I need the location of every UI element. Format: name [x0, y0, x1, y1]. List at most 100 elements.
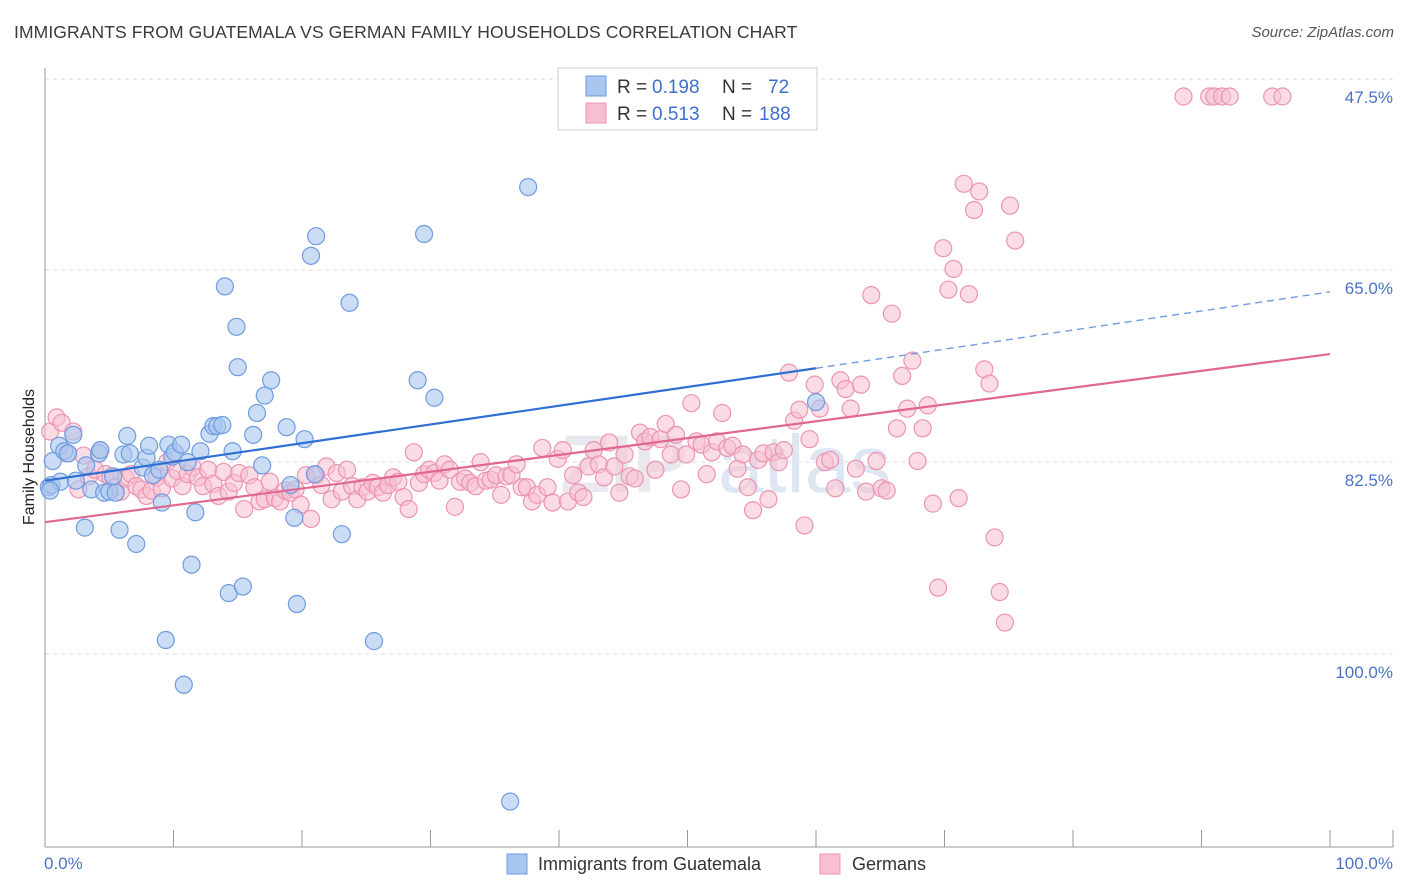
- germans-point: [651, 430, 670, 449]
- germans-point: [625, 469, 644, 488]
- source-label: Source: ZipAtlas.com: [1251, 24, 1394, 41]
- germans-point: [954, 174, 973, 193]
- germans-point: [646, 460, 665, 479]
- germans-point: [1220, 87, 1239, 106]
- germans-point: [995, 613, 1014, 632]
- germans-point: [507, 455, 526, 474]
- germans-point: [445, 497, 465, 516]
- legend-r-value-1: 0.198: [652, 77, 700, 98]
- legend-n-value-2: 188: [759, 104, 791, 125]
- germans-point: [970, 182, 989, 201]
- germans-point: [697, 465, 716, 484]
- germans-point: [738, 478, 757, 497]
- guatemala-point: [59, 444, 78, 463]
- legend-swatch-germans: [585, 102, 607, 124]
- y-tick-label: 82.5%: [1345, 471, 1393, 490]
- stats-legend: R = 0.198 N = 72 R = 0.513 N = 188: [557, 67, 818, 131]
- germans-point: [821, 450, 840, 470]
- bottom-legend-label-guatemala: Immigrants from Guatemala: [538, 854, 762, 874]
- guatemala-point: [75, 518, 94, 537]
- chart-title: IMMIGRANTS FROM GUATEMALA VS GERMAN FAMI…: [14, 22, 798, 42]
- germans-point: [301, 509, 321, 528]
- guatemala-point: [213, 415, 232, 435]
- guatemala-point: [414, 224, 434, 244]
- guatemala-point: [307, 227, 326, 246]
- guatemala-point: [806, 393, 826, 412]
- germans-point: [1006, 231, 1025, 250]
- germans-point: [1000, 196, 1020, 215]
- guatemala-point: [106, 483, 125, 502]
- legend-n-label-2: N =: [722, 104, 752, 125]
- germans-point: [615, 445, 634, 464]
- germans-point: [733, 445, 752, 464]
- guatemala-point: [340, 293, 359, 312]
- bottom-legend-swatch-germans: [819, 853, 841, 875]
- legend-r-label-2: R =: [617, 104, 647, 125]
- guatemala-point: [253, 456, 272, 475]
- guatemala-point: [120, 444, 139, 463]
- germans-point: [260, 472, 279, 491]
- legend-r-label-1: R =: [617, 77, 647, 98]
- guatemala-points: [39, 177, 826, 811]
- legend-swatch-guatemala: [585, 75, 607, 97]
- guatemala-point: [233, 577, 252, 596]
- guatemala-point: [118, 426, 137, 446]
- germans-point: [471, 453, 490, 472]
- bottom-legend-label-germans: Germans: [852, 854, 926, 874]
- guatemala-point: [519, 177, 538, 197]
- germans-point: [682, 394, 701, 413]
- germans-point: [887, 419, 907, 438]
- guatemala-point: [244, 425, 263, 444]
- y-tick-labels: 47.5% 65.0% 82.5% 100.0%: [1335, 88, 1393, 682]
- legend-n-value-1: 72: [768, 77, 789, 98]
- germans-point: [1174, 87, 1193, 106]
- germans-point: [903, 351, 922, 370]
- guatemala-point: [364, 632, 384, 651]
- germans-point: [533, 438, 552, 458]
- guatemala-point: [305, 465, 324, 484]
- guatemala-point: [186, 503, 205, 522]
- guatemala-point: [228, 358, 247, 377]
- x-tick-label-max: 100.0%: [1335, 854, 1393, 873]
- guatemala-point: [332, 525, 351, 544]
- germans-point: [564, 466, 583, 485]
- germans-point: [959, 284, 979, 304]
- guatemala-point: [295, 430, 314, 449]
- germans-point: [605, 457, 624, 476]
- germans-point: [980, 374, 999, 393]
- trend-lines: [44, 291, 1331, 524]
- guatemala-point: [287, 594, 306, 614]
- grid-lines: [45, 78, 1393, 655]
- germans-trend-line: [44, 352, 1331, 524]
- germans-point: [846, 459, 865, 478]
- guatemala-point: [255, 386, 274, 405]
- germans-point: [661, 445, 680, 464]
- guatemala-point: [408, 371, 427, 390]
- legend-n-label-1: N =: [722, 77, 752, 98]
- guatemala-point: [127, 534, 146, 554]
- legend-r-value-2: 0.513: [652, 104, 700, 125]
- germans-point: [671, 480, 691, 499]
- guatemala-point: [277, 418, 296, 437]
- germans-point: [934, 239, 953, 258]
- x-ticks: [44, 830, 1394, 847]
- guatemala-point: [501, 792, 520, 811]
- germans-point: [800, 430, 819, 449]
- guatemala-point: [227, 317, 246, 336]
- germans-point: [759, 490, 778, 509]
- guatemala-point: [41, 481, 60, 500]
- guatemala-point: [223, 442, 242, 461]
- germans-point: [892, 366, 912, 386]
- germans-point: [882, 304, 901, 323]
- germans-point: [857, 482, 876, 501]
- germans-point: [944, 259, 963, 279]
- germans-point: [677, 445, 696, 464]
- guatemala-point: [285, 508, 304, 527]
- guatemala-point: [262, 371, 281, 390]
- germans-point: [985, 528, 1004, 547]
- germans-point: [795, 516, 814, 535]
- germans-point: [939, 280, 958, 299]
- germans-point: [964, 200, 984, 220]
- germans-points: [41, 87, 1292, 632]
- guatemala-point: [139, 436, 159, 455]
